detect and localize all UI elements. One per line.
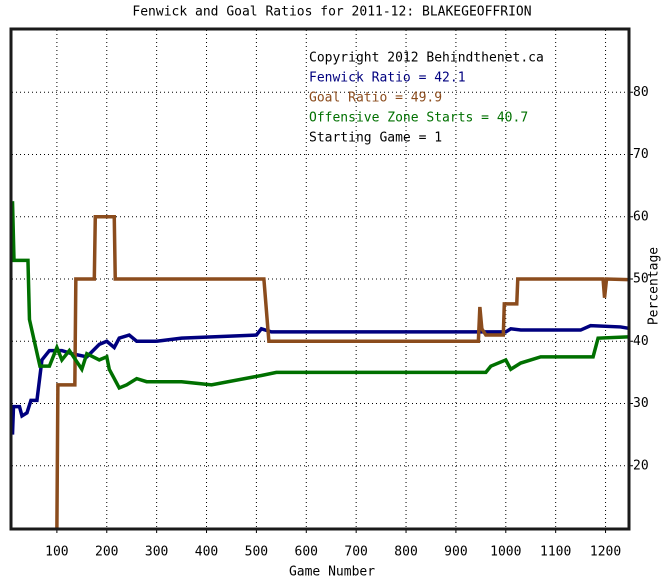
plot-frame bbox=[9, 27, 631, 531]
y-tick-label: 60 bbox=[633, 209, 649, 224]
x-tick-label: 500 bbox=[245, 545, 268, 560]
annotation: Copyright 2012 Behindthenet.ca bbox=[309, 51, 544, 66]
y-tick-label: 30 bbox=[633, 396, 649, 411]
annotation: Goal Ratio = 49.9 bbox=[309, 91, 442, 106]
y-tick-label: 40 bbox=[633, 334, 649, 349]
x-tick-label: 400 bbox=[195, 545, 218, 560]
x-tick-label: 1000 bbox=[490, 545, 521, 560]
series-line bbox=[10, 201, 629, 391]
annotation: Offensive Zone Starts = 40.7 bbox=[309, 111, 528, 126]
chart-title: Fenwick and Goal Ratios for 2011-12: BLA… bbox=[132, 5, 531, 20]
y-axis-label: Percentage bbox=[647, 247, 662, 325]
y-tick-label: 50 bbox=[633, 272, 649, 287]
x-tick-label: 900 bbox=[444, 545, 467, 560]
x-tick-label: 300 bbox=[145, 545, 168, 560]
x-tick-label: 1200 bbox=[590, 545, 621, 560]
y-tick-label: 20 bbox=[633, 458, 649, 473]
series-line bbox=[55, 215, 629, 529]
x-tick-label: 600 bbox=[295, 545, 318, 560]
annotation: Fenwick Ratio = 42.1 bbox=[309, 71, 466, 86]
x-tick-label: 1100 bbox=[540, 545, 571, 560]
x-tick-label: 200 bbox=[95, 545, 118, 560]
y-tick-label: 70 bbox=[633, 147, 649, 162]
series-line bbox=[10, 323, 629, 435]
x-tick-label: 700 bbox=[344, 545, 367, 560]
x-tick-label: 800 bbox=[394, 545, 417, 560]
annotation: Starting Game = 1 bbox=[309, 131, 442, 146]
x-axis-label: Game Number bbox=[289, 565, 375, 580]
y-tick-label: 80 bbox=[633, 85, 649, 100]
x-tick-label: 100 bbox=[45, 545, 68, 560]
